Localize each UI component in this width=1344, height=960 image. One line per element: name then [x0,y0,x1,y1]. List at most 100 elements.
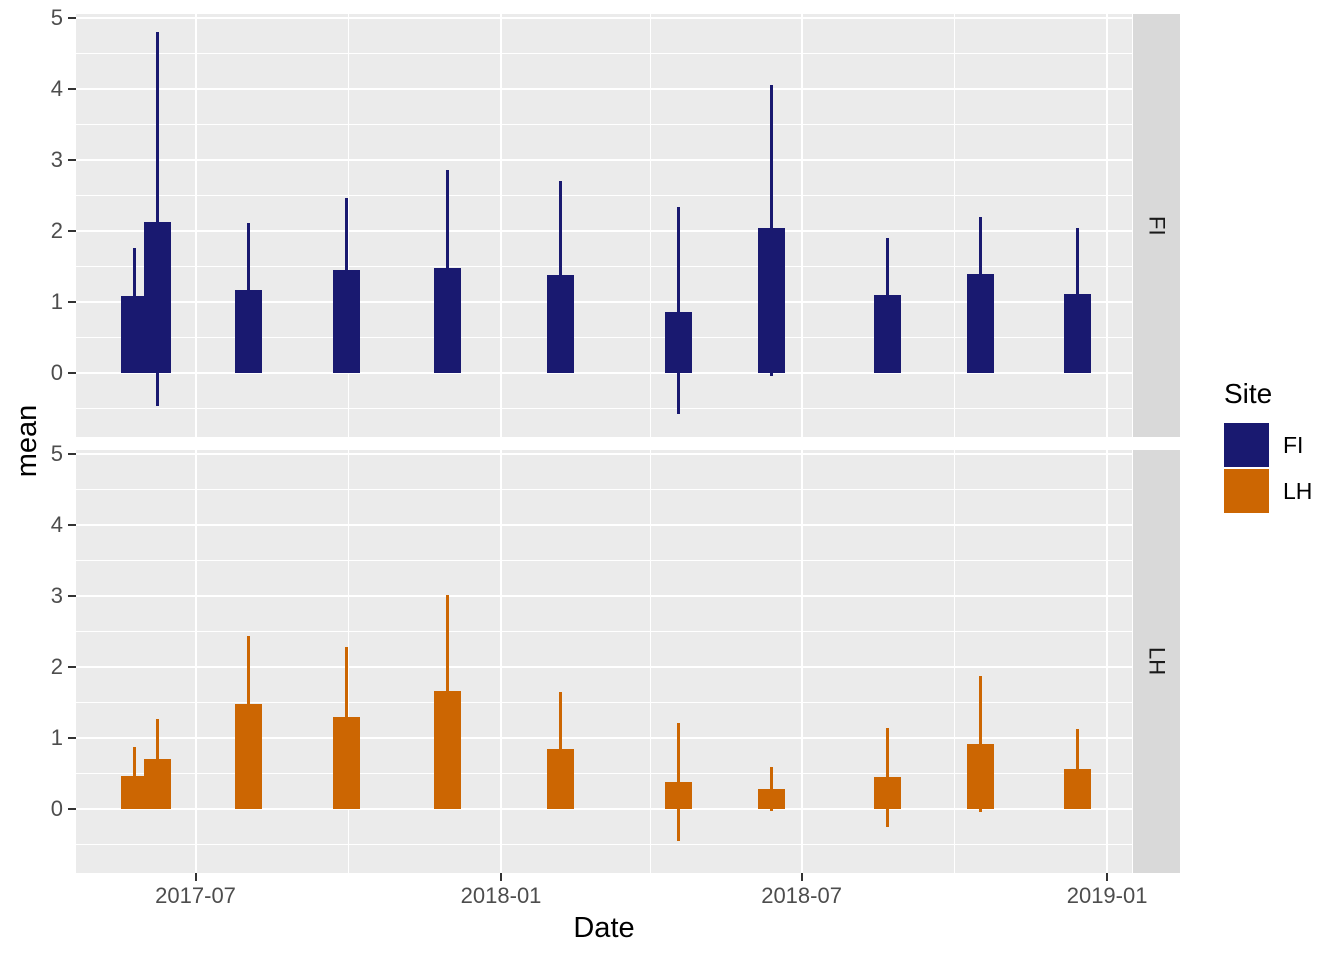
y-tick-label: 5 [50,441,63,467]
error-bar-lh [677,723,681,842]
x-tick-label: 2018-01 [460,883,542,908]
minor-gridline-h [76,124,1132,126]
y-tick-label: 4 [50,512,63,538]
error-bar-fi [979,216,983,332]
major-gridline-h [76,737,1132,740]
major-gridline-h [76,453,1132,456]
error-bar-fi [1075,227,1079,360]
facet-strip-label-lh: LH [1144,647,1170,676]
error-bar-lh [886,727,890,827]
x-tick-label: 2019-01 [1066,883,1148,908]
y-axis-tick-mark [68,524,76,527]
major-gridline-h [76,372,1132,375]
y-axis-title: mean [11,404,43,478]
error-bar-fi [559,181,563,369]
y-tick-label: 0 [50,360,63,386]
legend-label-lh: LH [1283,477,1313,504]
major-gridline-h [76,301,1132,304]
minor-gridline-v [347,14,349,437]
legend-entry-fi: FI [1224,423,1312,467]
error-bar-lh [345,647,349,787]
major-gridline-h [76,17,1132,20]
legend-key-lh-swatch [1224,469,1269,513]
legend-entry-lh: LH [1224,469,1312,513]
y-tick-label: 1 [50,725,63,751]
y-axis-tick-mark [68,88,76,91]
x-axis-tick-mark [800,873,803,881]
major-gridline-v [800,14,803,437]
y-tick-label: 2 [50,218,63,244]
minor-gridline-v [953,14,955,437]
minor-gridline-v [347,450,349,873]
error-bar-lh [155,718,159,800]
error-bar-fi [770,84,774,376]
major-gridline-v [1106,14,1109,437]
y-axis-tick-mark [68,17,76,20]
legend-title: Site [1224,378,1273,409]
major-gridline-h [76,159,1132,162]
minor-gridline-h [76,337,1132,339]
major-gridline-h [76,808,1132,811]
facet-strip-lh: LH [1133,450,1180,873]
major-gridline-v [500,450,503,873]
x-axis-tick-mark [500,873,503,881]
minor-gridline-h [76,195,1132,197]
error-bar-lh [770,767,774,811]
y-axis-tick-mark [68,808,76,811]
major-gridline-h [76,595,1132,598]
y-tick-label: 2 [50,654,63,680]
error-bar-lh [979,676,983,812]
facet-strip-fi: FI [1133,14,1180,437]
major-gridline-h [76,666,1132,669]
legend-key-fi-swatch [1224,423,1269,467]
error-bar-lh [559,692,563,806]
minor-gridline-v [649,14,651,437]
major-gridline-v [1106,450,1109,873]
minor-gridline-h [76,408,1132,410]
x-axis-title: Date [573,912,635,944]
x-axis-tick-mark [1106,873,1109,881]
minor-gridline-h [76,560,1132,562]
major-gridline-h [76,88,1132,91]
major-gridline-v [194,14,197,437]
major-gridline-h [76,230,1132,233]
x-tick-label: 2017-07 [155,883,236,908]
y-axis-tick-mark [68,159,76,162]
legend-label-fi: FI [1283,431,1304,458]
minor-gridline-h [76,266,1132,268]
facet-strip-label-fi: FI [1144,215,1170,236]
minor-gridline-v [649,450,651,873]
error-bar-fi [345,197,349,343]
x-axis-tick-mark [194,873,197,881]
error-bar-lh [1075,728,1079,809]
error-bar-fi [446,170,450,367]
x-tick-label: 2018-07 [761,883,842,908]
error-bar-fi [677,207,681,415]
error-bar-fi [886,238,890,352]
error-bar-lh [132,746,136,805]
minor-gridline-h [76,489,1132,491]
y-axis-tick-mark [68,595,76,598]
y-tick-label: 0 [50,796,63,822]
major-gridline-v [800,450,803,873]
legend: Site FI LH [1224,378,1312,515]
facet-panel-fi [76,14,1132,437]
major-gridline-h [76,524,1132,527]
y-axis-tick-mark [68,372,76,375]
minor-gridline-h [76,53,1132,55]
minor-gridline-v [953,450,955,873]
error-bar-fi [155,32,159,407]
minor-gridline-h [76,702,1132,704]
y-axis-tick-mark [68,737,76,740]
major-gridline-v [500,14,503,437]
error-bar-fi [132,248,136,345]
y-axis-tick-mark [68,301,76,304]
y-tick-label: 1 [50,289,63,315]
y-axis-tick-mark [68,453,76,456]
y-tick-label: 5 [50,5,63,31]
y-tick-label: 4 [50,76,63,102]
minor-gridline-h [76,844,1132,846]
error-bar-lh [446,594,450,787]
facet-panel-lh [76,450,1132,873]
minor-gridline-h [76,773,1132,775]
